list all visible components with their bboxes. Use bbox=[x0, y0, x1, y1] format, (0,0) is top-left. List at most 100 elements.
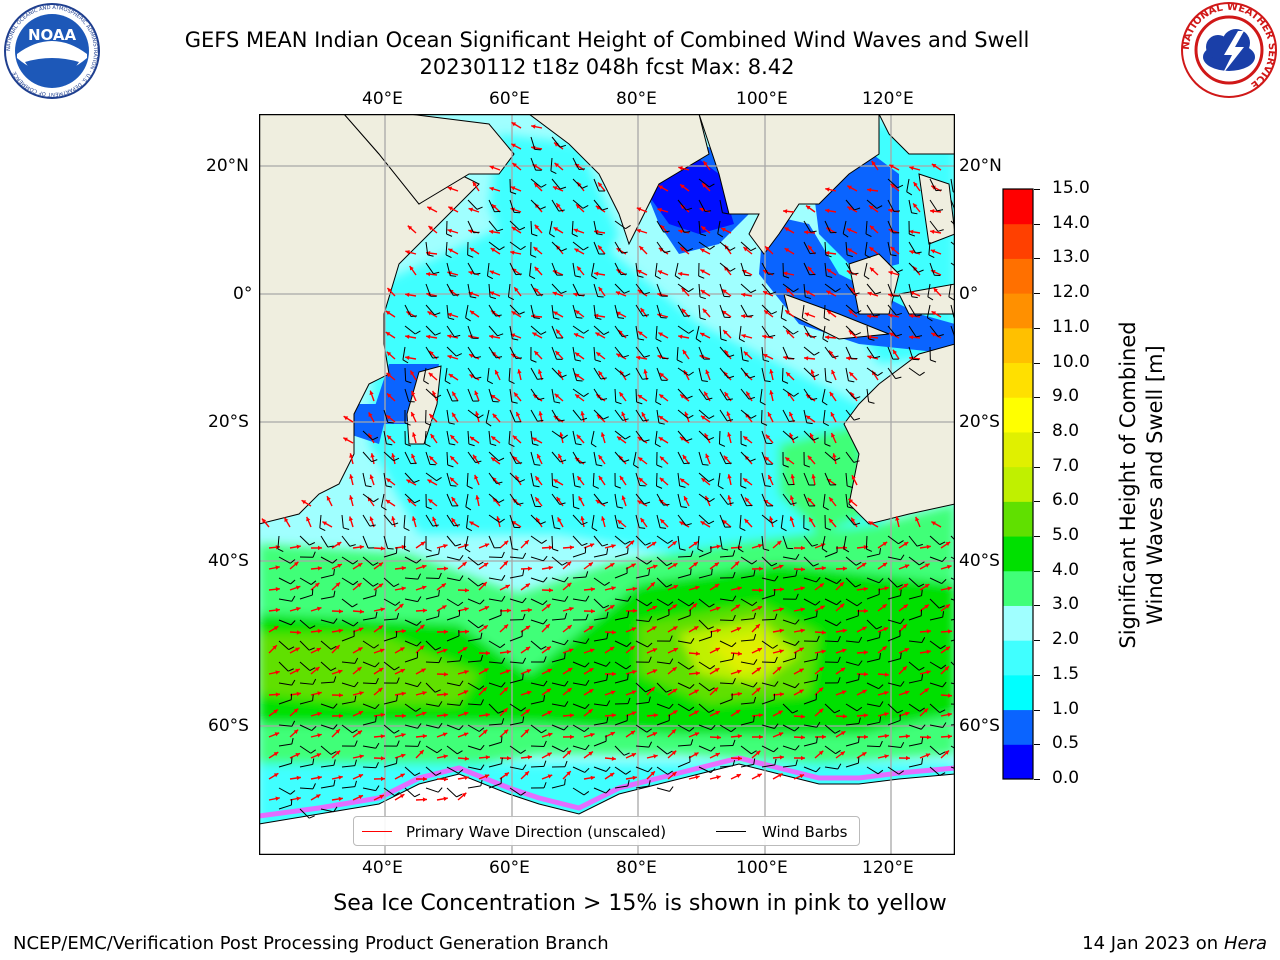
wave-direction-arrowhead bbox=[650, 771, 655, 776]
wind-barb-flag bbox=[686, 438, 693, 442]
wave-direction-arrowhead bbox=[379, 794, 384, 799]
wind-barb-flag bbox=[863, 275, 870, 280]
wave-direction-arrowhead bbox=[447, 186, 453, 191]
wave-direction-arrowhead bbox=[575, 310, 580, 315]
wind-barb-flag bbox=[596, 464, 603, 467]
wind-barb-flag bbox=[290, 579, 296, 585]
wave-direction-arrowhead bbox=[472, 181, 477, 187]
wave-direction-arrowhead bbox=[863, 608, 868, 614]
wind-barb-flag bbox=[614, 485, 621, 489]
wind-barb-shaft bbox=[488, 577, 502, 581]
wind-barb-flag bbox=[928, 254, 935, 259]
wave-direction-arrowhead bbox=[804, 230, 809, 235]
wind-barb-shaft bbox=[551, 262, 558, 276]
wind-barb-shaft bbox=[845, 598, 858, 607]
wave-direction-arrowhead bbox=[800, 755, 805, 761]
wave-direction-arrowhead bbox=[405, 292, 410, 297]
wave-direction-arrowhead bbox=[784, 248, 790, 253]
wind-barb-shaft bbox=[761, 325, 770, 338]
wave-direction-arrowhead bbox=[489, 186, 494, 192]
wave-direction-arrowhead bbox=[930, 209, 935, 214]
wind-barb-shaft bbox=[698, 514, 709, 525]
wind-barb-shaft bbox=[866, 304, 875, 317]
wind-barb-flag bbox=[826, 275, 833, 278]
wind-barb-shaft bbox=[782, 724, 795, 732]
wind-barb-flag bbox=[457, 750, 463, 755]
wave-direction-arrowhead bbox=[779, 587, 784, 592]
wave-direction-arrowhead bbox=[755, 750, 761, 756]
wind-barb-shaft bbox=[740, 241, 752, 252]
wind-barb-shaft bbox=[404, 556, 417, 564]
wind-barb-shaft bbox=[446, 598, 459, 607]
wave-direction-arrowhead bbox=[447, 312, 453, 317]
wind-barb-flag bbox=[583, 791, 590, 796]
wind-barb-flag bbox=[459, 554, 464, 561]
wave-direction-arrowhead bbox=[464, 629, 469, 634]
wind-barb-shaft bbox=[740, 661, 754, 665]
wave-direction-arrowhead bbox=[840, 731, 846, 736]
wind-barb-flag bbox=[533, 317, 540, 320]
wind-barb-shaft bbox=[593, 535, 603, 547]
wind-barb-shaft bbox=[845, 346, 852, 360]
wind-barb-shaft bbox=[908, 325, 917, 338]
wave-direction-arrowhead bbox=[484, 774, 490, 779]
wind-barb-flag bbox=[709, 245, 715, 250]
wind-barb-shaft bbox=[614, 553, 628, 558]
wind-barb-flag bbox=[457, 601, 464, 607]
wind-barb-flag bbox=[312, 678, 317, 685]
wind-barb-flag bbox=[688, 706, 695, 712]
wind-barb-shaft bbox=[572, 598, 586, 602]
wave-direction-arrowhead bbox=[594, 313, 599, 318]
wind-barb-shaft bbox=[822, 409, 826, 423]
wave-direction-arrowhead bbox=[405, 334, 410, 339]
wave-direction-arrowhead bbox=[461, 792, 467, 798]
wind-barb-shaft bbox=[719, 388, 728, 401]
wind-barb-shaft bbox=[530, 325, 542, 335]
wind-barb-shaft bbox=[530, 220, 533, 235]
wave-direction-arrowhead bbox=[779, 607, 784, 612]
wave-direction-arrowhead bbox=[317, 691, 322, 696]
wind-barb-flag bbox=[600, 377, 607, 380]
wave-direction-arrowhead bbox=[652, 648, 658, 653]
wind-barb-shaft bbox=[425, 682, 436, 693]
wind-barb-shaft bbox=[465, 304, 469, 318]
wind-barb-shaft bbox=[929, 703, 941, 713]
wind-barb-shaft bbox=[341, 701, 355, 705]
wind-barb-flag bbox=[789, 420, 796, 422]
wind-barb-shaft bbox=[614, 514, 619, 528]
colorbar-segment bbox=[1003, 501, 1033, 537]
wind-barb-flag bbox=[497, 333, 504, 337]
wind-barb-shaft bbox=[656, 614, 670, 621]
wave-direction-arrowhead bbox=[743, 436, 748, 441]
wind-barb-shaft bbox=[551, 346, 557, 360]
wave-direction-arrowhead bbox=[525, 583, 530, 588]
wind-barb-flag bbox=[354, 657, 359, 664]
wave-direction-arrowhead bbox=[800, 545, 805, 551]
wind-barb-shaft bbox=[530, 451, 535, 465]
wind-barb-flag bbox=[774, 575, 779, 582]
wind-barb-shaft bbox=[887, 556, 901, 561]
wind-barb-flag bbox=[543, 695, 546, 702]
wave-direction-arrowhead bbox=[598, 245, 603, 250]
wave-direction-arrowhead bbox=[863, 672, 868, 677]
wind-barb-shaft bbox=[740, 763, 754, 768]
colorbar-segment bbox=[1003, 189, 1033, 225]
wind-barb-shaft bbox=[803, 699, 817, 705]
wave-direction-arrowhead bbox=[861, 563, 867, 568]
wave-direction-arrowhead bbox=[758, 566, 763, 571]
wind-barb-shaft bbox=[299, 700, 313, 705]
wave-direction-arrowhead bbox=[573, 292, 578, 297]
wind-barb-shaft bbox=[278, 743, 292, 747]
wind-barb-shaft bbox=[887, 241, 892, 255]
wind-barb-flag bbox=[895, 333, 903, 337]
wave-direction-arrowhead bbox=[678, 271, 683, 277]
wind-barb-flag bbox=[937, 209, 944, 212]
wind-barb-shaft bbox=[761, 304, 772, 315]
wind-barb-shaft bbox=[614, 661, 627, 670]
wind-barb-flag bbox=[552, 485, 559, 489]
wave-direction-arrowhead bbox=[534, 351, 539, 356]
wave-direction-arrowhead bbox=[727, 432, 732, 437]
wind-barb-shaft bbox=[740, 409, 752, 419]
wind-barb-flag bbox=[642, 419, 649, 422]
wave-direction-arrowhead bbox=[925, 563, 930, 568]
